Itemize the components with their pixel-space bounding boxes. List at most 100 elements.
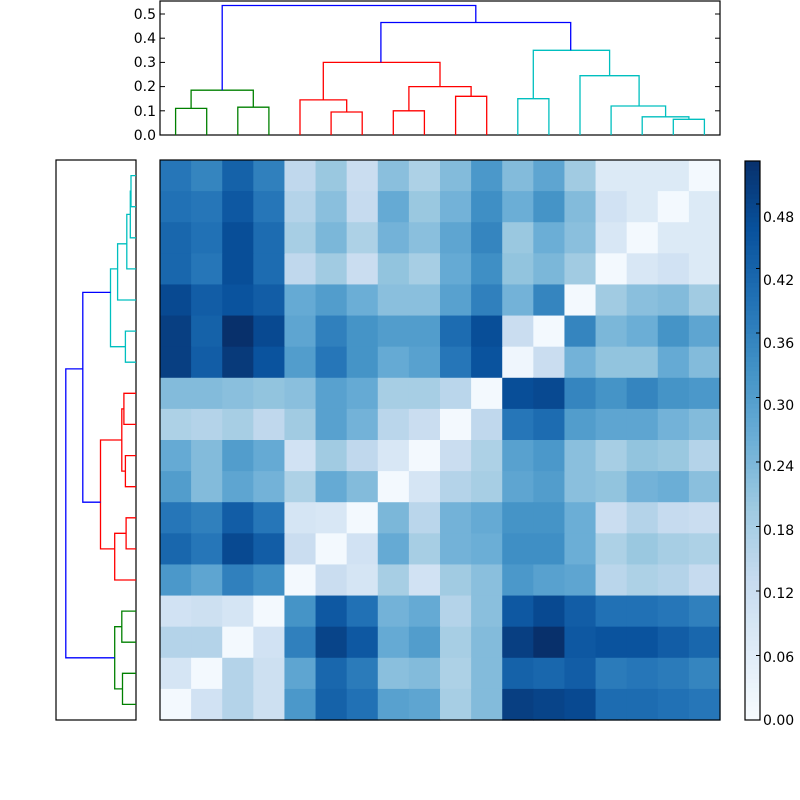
dendrogram-link (99, 439, 122, 550)
heatmap-cell (315, 564, 348, 597)
heatmap-cell (315, 595, 348, 628)
heatmap-cell (377, 440, 410, 472)
heatmap-cell (377, 533, 410, 566)
colorbar-segment (745, 463, 760, 470)
heatmap-cell (160, 346, 192, 379)
colorbar-segment (745, 384, 760, 390)
colorbar-segment (745, 268, 760, 274)
colorbar-segment (745, 542, 760, 549)
heatmap-cell (440, 222, 472, 254)
heatmap-cell (315, 191, 348, 223)
colorbar-segment (745, 659, 760, 665)
heatmap-cell (471, 626, 503, 659)
heatmap-cell (533, 440, 566, 472)
heatmap-cell (346, 222, 379, 254)
heatmap-cell (253, 284, 286, 317)
heatmap-cell (657, 346, 690, 379)
heatmap-cell (160, 502, 192, 534)
heatmap-cell (191, 284, 223, 317)
heatmap-cell (595, 440, 628, 472)
colorbar-segment (745, 589, 760, 595)
colorbar-segment (745, 692, 760, 698)
colorbar-segment (745, 706, 760, 712)
colorbar-segment (745, 682, 760, 688)
heatmap-cell (315, 160, 348, 192)
heatmap-cell (408, 502, 441, 534)
colorbar-segment (745, 165, 760, 171)
heatmap-cell (253, 346, 286, 379)
heatmap-cell (315, 253, 348, 286)
heatmap-cell (346, 253, 379, 286)
colorbar-segment (745, 193, 760, 199)
heatmap-cell (315, 346, 348, 379)
heatmap-cell (626, 440, 659, 472)
heatmap-cell (626, 160, 659, 192)
heatmap-cell (564, 160, 597, 192)
heatmap-cell (502, 191, 534, 223)
dendrogram-link (65, 368, 115, 659)
heatmap-cell (471, 564, 503, 597)
heatmap-cell (253, 657, 286, 690)
heatmap-cell (688, 502, 721, 534)
heatmap-cell (657, 502, 690, 534)
heatmap-cell (626, 657, 659, 690)
heatmap-cell (160, 222, 192, 254)
colorbar-tick-label: 0.00 (763, 713, 794, 729)
heatmap-cell (626, 191, 659, 223)
colorbar-segment (745, 407, 760, 414)
heatmap-cell (284, 595, 317, 628)
colorbar-segment (745, 216, 760, 223)
heatmap-cell (377, 564, 410, 597)
heatmap-cell (222, 688, 254, 721)
heatmap-cell (688, 408, 721, 441)
colorbar-segment (745, 296, 760, 302)
heatmap-cell (440, 502, 472, 534)
heatmap-cell (346, 440, 379, 472)
colorbar-segment (745, 356, 760, 362)
heatmap-cell (688, 346, 721, 379)
heatmap-cell (315, 222, 348, 254)
heatmap-cell (315, 533, 348, 566)
heatmap-cell (284, 564, 317, 597)
heatmap-cell (284, 626, 317, 659)
heatmap-cell (160, 440, 192, 472)
heatmap-cell (346, 657, 379, 690)
heatmap-cell (284, 315, 317, 348)
heatmap-cell (160, 191, 192, 223)
heatmap-cell (440, 160, 472, 192)
heatmap-cell (284, 346, 317, 379)
heatmap-cell (346, 502, 379, 534)
heatmap-cell (408, 595, 441, 628)
colorbar-segment (745, 230, 760, 237)
heatmap-cell (440, 471, 472, 503)
colorbar-segment (745, 398, 760, 404)
colorbar-segment (745, 161, 760, 167)
heatmap-cell (564, 657, 597, 690)
heatmap-cell (377, 471, 410, 503)
colorbar-segment (745, 678, 760, 684)
heatmap-cell (440, 626, 472, 659)
heatmap-cell (253, 408, 286, 441)
colorbar-segment (745, 459, 760, 465)
heatmap-cell (253, 626, 286, 659)
heatmap-cell (315, 315, 348, 348)
heatmap-cell (564, 253, 597, 286)
colorbar-segment (745, 258, 760, 265)
heatmap-cell (564, 471, 597, 503)
heatmap-cell (284, 657, 317, 690)
heatmap-cell (440, 440, 472, 472)
colorbar-segment (745, 650, 760, 656)
heatmap-cell (346, 284, 379, 317)
colorbar-segment (745, 701, 760, 707)
colorbar-segment (745, 715, 760, 721)
colorbar-segment (745, 440, 760, 446)
colorbar-ticks: 0.00 0.06 0.12 0.18 0.24 0.30 0.36 0.42 … (763, 210, 794, 729)
heatmap-cell (688, 657, 721, 690)
heatmap-cell (191, 502, 223, 534)
heatmap-cell (253, 688, 286, 721)
heatmap-cell (595, 408, 628, 441)
heatmap-cell (626, 408, 659, 441)
colorbar-segment (745, 570, 760, 577)
heatmap-cell (626, 284, 659, 317)
heatmap-cell (284, 253, 317, 286)
